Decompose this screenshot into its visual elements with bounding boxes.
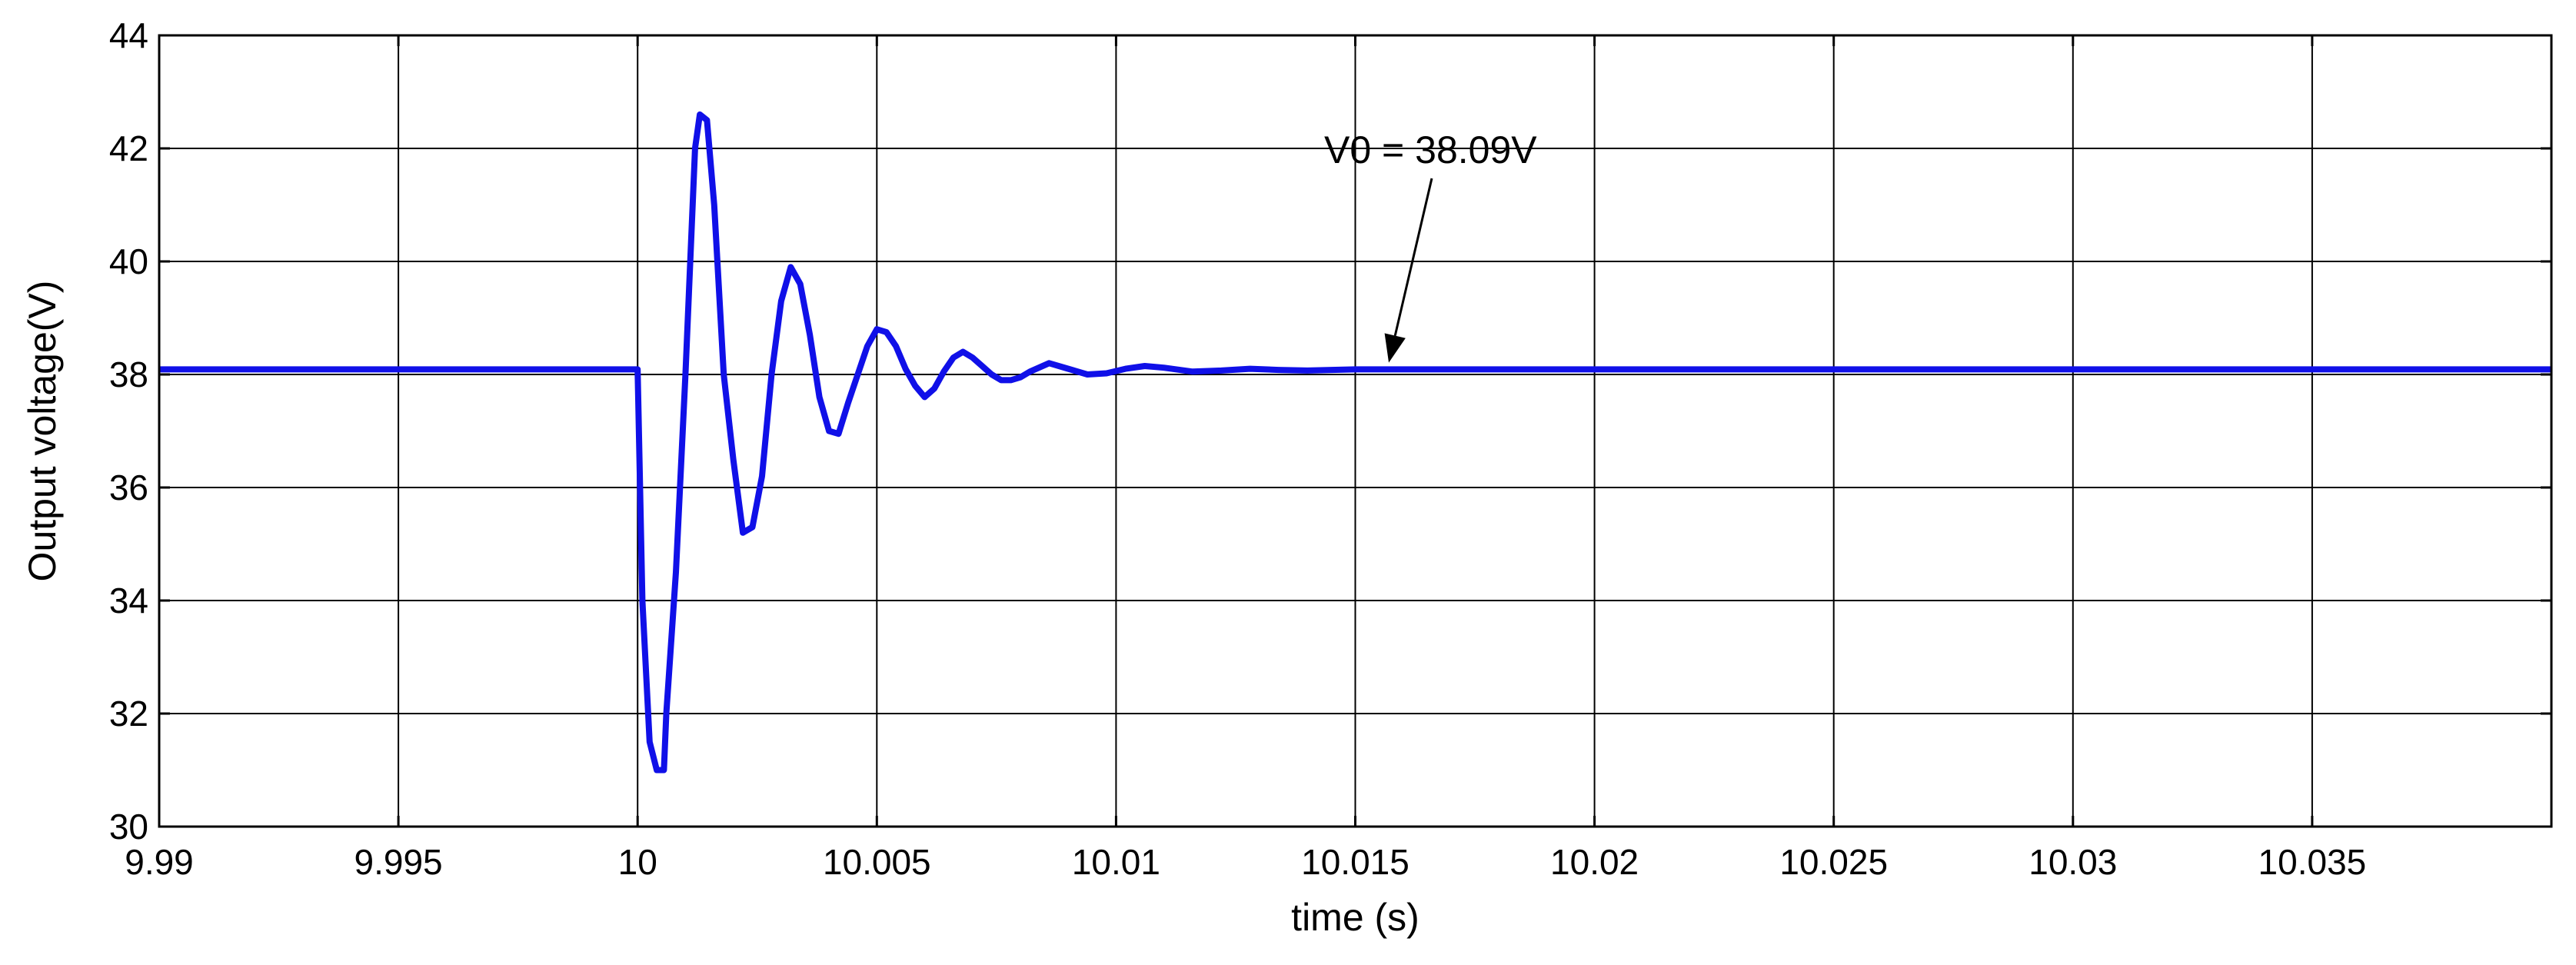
data-series xyxy=(159,111,2551,774)
x-tick-label: 10.02 xyxy=(1550,842,1639,882)
y-tick-label: 44 xyxy=(109,15,148,55)
y-tick-labels: 30 32 34 36 38 40 42 44 xyxy=(109,15,148,847)
y-axis-label: Output voltage(V) xyxy=(21,281,64,582)
series-line xyxy=(159,111,2551,774)
y-tick-label: 30 xyxy=(109,807,148,847)
y-tick-label: 36 xyxy=(109,468,148,507)
annotation-text: V0 = 38.09V xyxy=(1324,128,1537,171)
x-tick-label: 10.01 xyxy=(1072,842,1160,882)
annotation: V0 = 38.09V xyxy=(1324,128,1537,363)
x-tick-label: 10.025 xyxy=(1779,842,1888,882)
x-tick-label: 9.995 xyxy=(354,842,443,882)
y-tick-label: 34 xyxy=(109,581,148,621)
y-tick-label: 32 xyxy=(109,694,148,734)
y-tick-label: 42 xyxy=(109,128,148,168)
x-axis-label: time (s) xyxy=(1291,896,1419,939)
x-tick-label: 10.035 xyxy=(2258,842,2367,882)
x-tick-label: 10 xyxy=(618,842,657,882)
x-tick-label: 10.03 xyxy=(2029,842,2117,882)
y-tick-label: 38 xyxy=(109,354,148,394)
x-tick-label: 10.005 xyxy=(823,842,931,882)
x-tick-labels: 9.99 9.995 10 10.005 10.01 10.015 10.02 10.025 1… xyxy=(125,842,2366,882)
annotation-arrow-head xyxy=(1384,333,1406,363)
x-tick-label: 10.015 xyxy=(1301,842,1409,882)
x-tick-label: 9.99 xyxy=(125,842,194,882)
y-tick-label: 40 xyxy=(109,241,148,281)
annotation-arrow xyxy=(1393,178,1433,336)
tick-marks xyxy=(158,34,2551,828)
